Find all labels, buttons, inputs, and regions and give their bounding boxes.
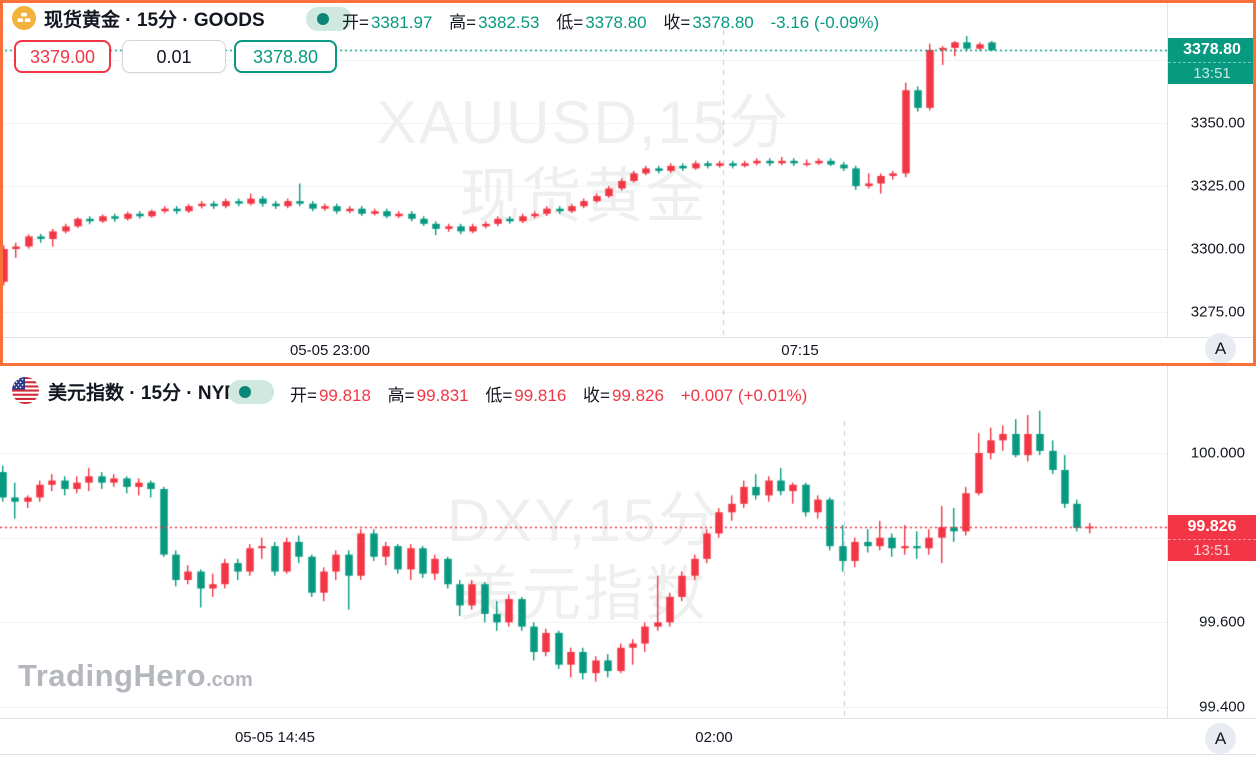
panel-dxy: DXY,15分 美元指数 bbox=[0, 366, 1256, 757]
dxy-ohlc-readout: 开= 99.818 高= 99.831 低= 99.816 收= 99.826 +0.0… bbox=[290, 381, 809, 406]
time-axis-label: 05-05 14:45 bbox=[234, 729, 316, 746]
badge-price: 3378.80 bbox=[1183, 41, 1241, 59]
low-value: 99.816 bbox=[514, 386, 567, 405]
dxy-candlestick-chart[interactable] bbox=[0, 366, 1167, 718]
us-flag-icon bbox=[12, 377, 39, 404]
dxy-last-price-badge: 99.826 13:51 bbox=[1168, 514, 1256, 561]
gold-price-axis[interactable]: 3378.80 13:51 3350.00 3325.00 3300.00 3275.… bbox=[1167, 0, 1256, 337]
price-axis-label: 99.400 bbox=[1199, 698, 1245, 716]
high-label: 高= bbox=[449, 13, 477, 32]
gold-visibility-toggle[interactable] bbox=[306, 7, 352, 31]
price-axis-label: 3275.00 bbox=[1190, 303, 1245, 321]
gold-symbol-title: 现货黄金 · 15分 · GOODS bbox=[44, 10, 265, 31]
dxy-visibility-toggle[interactable] bbox=[228, 380, 274, 404]
badge-price: 99.826 bbox=[1187, 517, 1237, 535]
change-value: +0.007 (+0.01%) bbox=[680, 386, 808, 405]
toggle-dot-icon bbox=[317, 13, 329, 25]
gold-time-axis[interactable]: 05-05 23:00 07:15 bbox=[0, 337, 1256, 363]
low-label: 低= bbox=[485, 386, 513, 405]
dxy-axis-letter-button[interactable]: A bbox=[1205, 723, 1236, 754]
price-axis-label: 3300.00 bbox=[1190, 240, 1245, 258]
bid-price-button[interactable]: 3378.80 bbox=[234, 40, 337, 73]
close-value: 99.826 bbox=[611, 386, 664, 405]
gold-ohlc-readout: 开= 3381.97 高= 3382.53 低= 3378.80 收= 3378.80 … bbox=[342, 8, 881, 33]
close-label: 收= bbox=[583, 386, 610, 405]
low-value: 3378.80 bbox=[585, 13, 647, 32]
price-axis-label: 99.600 bbox=[1199, 613, 1245, 631]
dxy-time-axis[interactable]: 05-05 14:45 02:00 bbox=[0, 718, 1256, 755]
low-label: 低= bbox=[556, 13, 584, 32]
open-label: 开= bbox=[290, 386, 317, 405]
high-label: 高= bbox=[387, 386, 415, 405]
open-value: 3381.97 bbox=[370, 13, 433, 32]
dxy-symbol-title: 美元指数 · 15分 · NYF bbox=[48, 383, 236, 404]
spread-button[interactable]: 0.01 bbox=[122, 40, 226, 73]
time-axis-label: 05-05 23:00 bbox=[289, 342, 371, 359]
gold-axis-letter-button[interactable]: A bbox=[1205, 333, 1236, 364]
change-value: -3.16 (-0.09%) bbox=[770, 13, 880, 32]
badge-time: 13:51 bbox=[1168, 62, 1256, 84]
ask-price-button[interactable]: 3379.00 bbox=[14, 40, 111, 73]
gold-bars-icon bbox=[12, 6, 36, 30]
close-label: 收= bbox=[663, 13, 691, 32]
close-value: 3378.80 bbox=[692, 13, 754, 32]
price-axis-label: 100.000 bbox=[1190, 444, 1245, 462]
badge-time: 13:51 bbox=[1168, 538, 1256, 561]
time-axis-label: 07:15 bbox=[781, 342, 819, 359]
price-axis-label: 3325.00 bbox=[1190, 177, 1245, 195]
toggle-dot-icon bbox=[239, 386, 251, 398]
time-axis-label: 02:00 bbox=[695, 729, 733, 746]
panel-gold: XAUUSD,15分 现货黄金 现货黄金 · 15分 · GOODS 开=338… bbox=[0, 0, 1256, 366]
high-value: 99.831 bbox=[416, 386, 469, 405]
gold-last-price-badge: 3378.80 13:51 bbox=[1168, 38, 1256, 85]
open-value: 99.818 bbox=[318, 386, 371, 405]
price-axis-label: 3350.00 bbox=[1190, 114, 1245, 132]
dxy-price-axis[interactable]: 99.826 13:51 100.000 99.600 99.400 bbox=[1167, 366, 1256, 718]
high-value: 3382.53 bbox=[478, 13, 540, 32]
open-label: 开= bbox=[342, 13, 369, 32]
